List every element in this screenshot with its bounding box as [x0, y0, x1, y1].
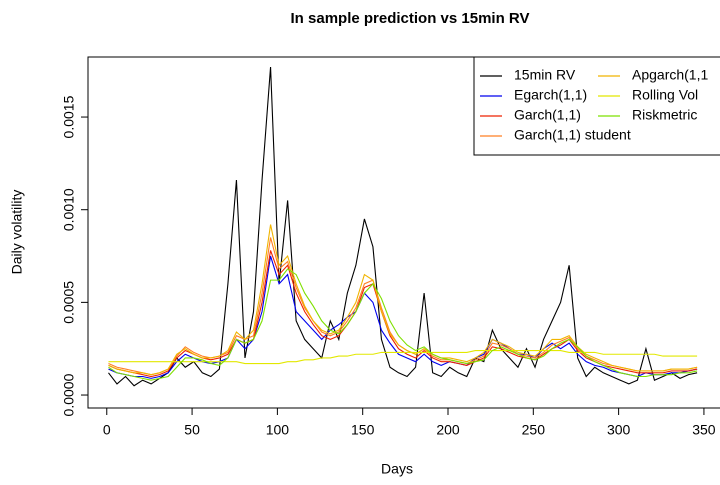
series-line — [108, 250, 698, 378]
x-tick-label: 0 — [103, 422, 111, 438]
x-tick-label: 300 — [607, 422, 631, 438]
legend-label: Rolling Vol — [632, 87, 698, 103]
y-axis-label: Daily volatility — [9, 190, 25, 275]
x-tick-label: 50 — [184, 422, 200, 438]
x-axis-label: Days — [381, 461, 413, 477]
y-tick-label: 0.0000 — [61, 373, 77, 416]
y-tick-label: 0.0010 — [61, 188, 77, 231]
legend-label: Egarch(1,1) — [514, 87, 587, 103]
x-tick-label: 350 — [692, 422, 716, 438]
series-line — [108, 224, 698, 376]
legend-label: Garch(1,1) student — [514, 127, 631, 143]
legend-box — [473, 56, 720, 156]
x-tick-label: 150 — [351, 422, 375, 438]
series-line — [108, 255, 698, 379]
series-line — [108, 268, 698, 381]
y-tick-label: 0.0005 — [61, 281, 77, 324]
chart-title: In sample prediction vs 15min RV — [291, 10, 530, 27]
x-tick-label: 100 — [266, 422, 290, 438]
legend-label: Garch(1,1) — [514, 107, 581, 123]
x-tick-label: 250 — [522, 422, 546, 438]
legend-label: Apgarch(1,1 — [632, 67, 708, 83]
x-tick-label: 200 — [436, 422, 460, 438]
y-tick-label: 0.0015 — [61, 95, 77, 138]
legend-label: Riskmetric — [632, 107, 697, 123]
series-line — [108, 66, 698, 387]
legend-label: 15min RV — [514, 67, 576, 83]
plot-lines — [108, 66, 698, 387]
series-line — [108, 350, 698, 365]
